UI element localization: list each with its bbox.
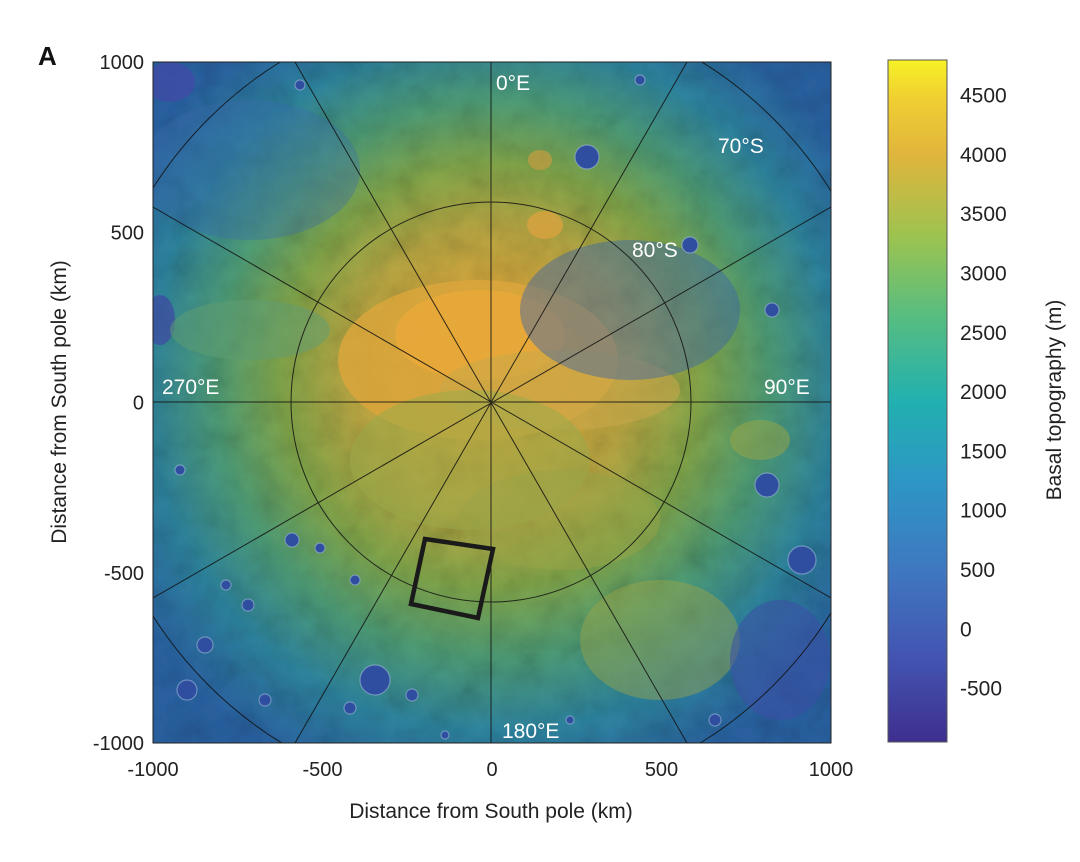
low-basins [153, 62, 830, 720]
x-tick-label: 0 [486, 759, 497, 781]
polar-cap-dome [338, 280, 740, 700]
x-tick-label: -1000 [127, 759, 178, 781]
x-tick-label: 500 [645, 759, 678, 781]
colorbar-tick-label: 500 [960, 559, 995, 582]
colorbar-tick-label: 4000 [960, 144, 1007, 167]
x-tick-label: -500 [302, 759, 342, 781]
colorbar [887, 59, 948, 743]
graticule [153, 62, 831, 743]
y-axis-label: Distance from South pole (km) [48, 260, 71, 544]
colorbar-tick-label: 4500 [960, 85, 1007, 108]
meridian-150-330 [294, 62, 688, 743]
label-lon-180: 180°E [502, 720, 559, 743]
label-lon-270: 270°E [162, 376, 219, 399]
colorbar-tick-label: 3000 [960, 262, 1007, 285]
y-tick-label: 0 [133, 393, 144, 415]
colorbar-tick-label: 1500 [960, 440, 1007, 463]
overlay-labels: 0°E 90°E 180°E 270°E 80°S 70°S [162, 72, 810, 743]
colorbar-tick-label: 3500 [960, 203, 1007, 226]
craters [174, 74, 817, 740]
colorbar-tick-label: -500 [960, 678, 1002, 701]
highland-patches [170, 150, 790, 460]
x-axis-ticks: -1000 -500 0 500 1000 [127, 759, 853, 781]
colorbar-tick-label: 2500 [960, 322, 1007, 345]
y-tick-label: 500 [111, 222, 144, 244]
panel-label: A [38, 41, 57, 71]
x-tick-label: 1000 [809, 759, 854, 781]
colorbar-ticks: 4500 4000 3500 3000 2500 2000 1500 1000 500 0 -500 [960, 85, 1007, 701]
map-plot-area: 0°E 90°E 180°E 270°E 80°S 70°S [153, 62, 831, 743]
colorbar-tick-label: 0 [960, 618, 972, 641]
y-axis-ticks: 1000 500 0 -500 -1000 [93, 52, 144, 755]
colorbar-tick-label: 2000 [960, 381, 1007, 404]
colorbar-label: Basal topography (m) [1043, 300, 1066, 501]
colorbar-tick-label: 1000 [960, 500, 1007, 523]
label-lat-80: 80°S [632, 239, 678, 262]
x-axis-label: Distance from South pole (km) [349, 800, 633, 823]
label-lon-90: 90°E [764, 376, 810, 399]
label-lat-70: 70°S [718, 135, 764, 158]
y-tick-label: 1000 [100, 52, 145, 74]
y-tick-label: -500 [104, 563, 144, 585]
map-frame [152, 61, 832, 744]
label-lon-0: 0°E [496, 72, 530, 95]
study-area-box [408, 536, 496, 621]
meridian-120-300 [153, 206, 831, 599]
y-tick-label: -1000 [93, 733, 144, 755]
